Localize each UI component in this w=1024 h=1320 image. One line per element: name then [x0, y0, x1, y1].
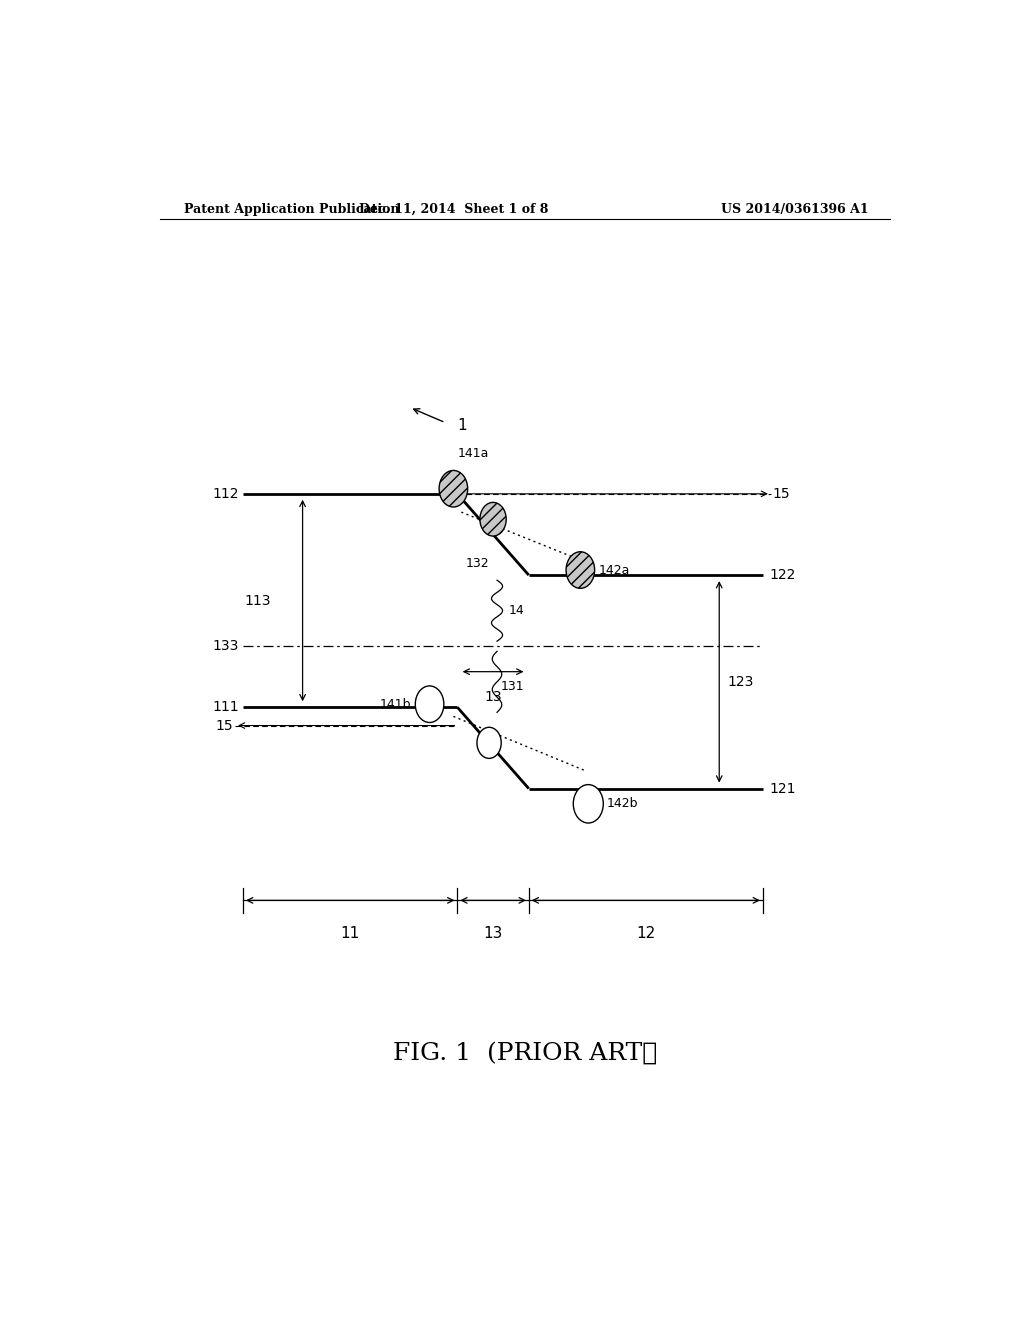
Circle shape [439, 470, 468, 507]
Text: 131: 131 [501, 680, 524, 693]
Text: FIG. 1  (PRIOR ART）: FIG. 1 (PRIOR ART） [392, 1041, 657, 1064]
Text: 12: 12 [636, 925, 655, 941]
Circle shape [573, 784, 603, 824]
Circle shape [416, 686, 443, 722]
Circle shape [480, 503, 506, 536]
Text: 111: 111 [212, 700, 239, 714]
Text: 15: 15 [772, 487, 791, 500]
Text: 113: 113 [245, 594, 270, 607]
Text: 15: 15 [216, 718, 233, 733]
Text: 112: 112 [213, 487, 239, 500]
Text: 13: 13 [484, 690, 502, 704]
Circle shape [566, 552, 595, 589]
Text: Dec. 11, 2014  Sheet 1 of 8: Dec. 11, 2014 Sheet 1 of 8 [358, 203, 548, 215]
Text: 142b: 142b [606, 797, 638, 810]
Text: US 2014/0361396 A1: US 2014/0361396 A1 [721, 203, 868, 215]
Text: 142a: 142a [599, 564, 630, 577]
Text: 141b: 141b [380, 698, 412, 710]
Text: 141a: 141a [458, 447, 488, 461]
Text: 122: 122 [769, 568, 796, 582]
Text: 121: 121 [769, 781, 796, 796]
Text: 13: 13 [483, 925, 503, 941]
Text: 132: 132 [465, 557, 488, 570]
Text: Patent Application Publication: Patent Application Publication [183, 203, 399, 215]
Text: 11: 11 [341, 925, 359, 941]
Circle shape [477, 727, 501, 759]
Text: 1: 1 [458, 418, 467, 433]
Text: 133: 133 [213, 639, 239, 653]
Text: 14: 14 [509, 605, 524, 618]
Text: 123: 123 [727, 675, 754, 689]
